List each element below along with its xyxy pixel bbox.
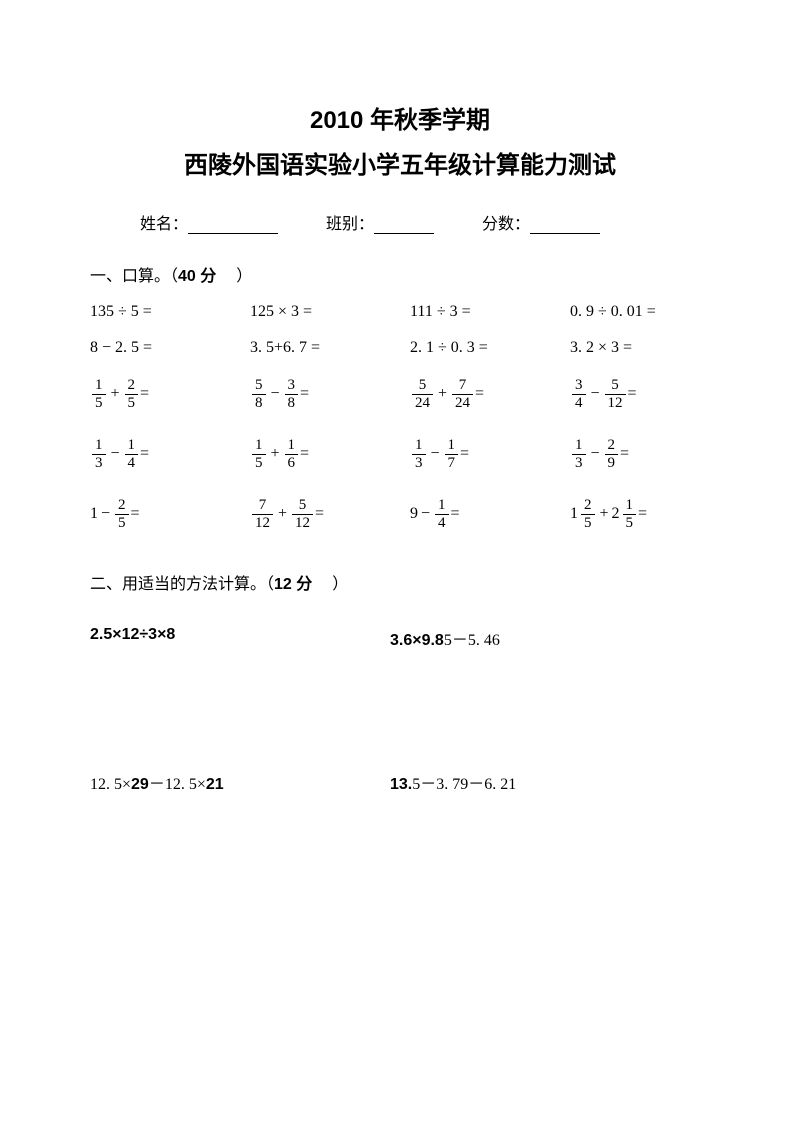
problem-cell: 8 − 2. 5 = [90, 339, 250, 357]
problem-cell: 34−512 = [570, 378, 710, 411]
section1-points: 40 分 [178, 268, 216, 285]
section2-points: 12 分 [274, 576, 312, 593]
problem-row: 13−14 =15+16 =13−17 =13−29 = [90, 430, 710, 478]
title-line-1: 2010 年秋季学期 [90, 100, 710, 135]
fraction: 58 [252, 378, 266, 411]
fraction: 524 [412, 378, 433, 411]
student-info-line: 姓名： 班别： 分数： [90, 210, 710, 234]
fraction: 14 [435, 498, 449, 531]
section1-suffix: ） [236, 268, 252, 285]
problem-2-3: 12. 5×29－12. 5×21 [90, 770, 390, 794]
fraction: 25 [115, 498, 129, 531]
section2-header: 二、用适当的方法计算。（12 分 ） [90, 570, 710, 594]
name-blank[interactable] [188, 218, 278, 234]
problem-2-4: 13.5－3. 79－6. 21 [390, 770, 516, 794]
problem-cell: 111 ÷ 3 = [410, 303, 570, 321]
p23-l2: －12. 5× [149, 776, 206, 793]
fraction: 512 [605, 378, 626, 411]
fraction: 724 [452, 378, 473, 411]
fraction: 17 [445, 438, 459, 471]
section1-prefix: 一、口算。（ [90, 268, 178, 285]
page: 2010 年秋季学期 西陵外国语实验小学五年级计算能力测试 姓名： 班别： 分数… [0, 0, 800, 794]
section1-problems: 135 ÷ 5 =125 × 3 =111 ÷ 3 =0. 9 ÷ 0. 01 … [90, 298, 710, 538]
problem-cell: 712+512 = [250, 498, 410, 531]
class-blank[interactable] [374, 218, 434, 234]
problem-cell: 135 ÷ 5 = [90, 303, 250, 321]
fraction: 25 [581, 498, 595, 531]
section2-suffix: ） [332, 576, 348, 593]
problem-cell: 15+16 = [250, 438, 410, 471]
mixed-number: 125 [570, 498, 597, 531]
problem-cell: 3. 5+6. 7 = [250, 339, 410, 357]
problem-2-2: 3.6×9.85－5. 46 [390, 626, 500, 650]
problem-cell: 13−17 = [410, 438, 570, 471]
problem-cell: 9 − 14 = [410, 498, 570, 531]
problem-row: 8 − 2. 5 =3. 5+6. 7 =2. 1 ÷ 0. 3 =3. 2 ×… [90, 334, 710, 362]
problem-cell: 0. 9 ÷ 0. 01 = [570, 303, 710, 321]
fraction: 38 [285, 378, 299, 411]
fraction: 15 [623, 498, 637, 531]
mixed-number: 215 [612, 498, 639, 531]
name-label: 姓名： [140, 216, 188, 233]
problem-cell: 58−38 = [250, 378, 410, 411]
problem-row: 135 ÷ 5 =125 × 3 =111 ÷ 3 =0. 9 ÷ 0. 01 … [90, 298, 710, 326]
fraction: 13 [412, 438, 426, 471]
section1-header: 一、口算。（40 分 ） [90, 262, 710, 286]
fraction: 29 [605, 438, 619, 471]
problem-cell: 13−14 = [90, 438, 250, 471]
section2-prefix: 二、用适当的方法计算。（ [90, 576, 274, 593]
p23-b2: 21 [206, 776, 224, 793]
p22-bold: 3.6×9.8 [390, 632, 444, 649]
fraction: 15 [92, 378, 106, 411]
section2-row-1: 2.5×12÷3×8 3.6×9.85－5. 46 [90, 626, 710, 650]
fraction: 34 [572, 378, 586, 411]
p22-light: 5－5. 46 [444, 632, 500, 649]
fraction: 16 [285, 438, 299, 471]
fraction: 13 [92, 438, 106, 471]
problem-cell: 1 − 25 = [90, 498, 250, 531]
class-label: 班别： [326, 216, 374, 233]
problem-cell: 3. 2 × 3 = [570, 339, 710, 357]
fraction: 14 [125, 438, 139, 471]
p23-l1: 12. 5× [90, 776, 131, 793]
p24-light: 5－3. 79－6. 21 [412, 776, 516, 793]
p24-bold: 13. [390, 776, 412, 793]
problem-cell: 125 × 3 = [250, 303, 410, 321]
problem-row: 1 − 25 =712+512 =9 − 14 =125+ 215 = [90, 490, 710, 538]
p21-text: 2.5×12÷3×8 [90, 626, 175, 643]
problem-cell: 524+724 = [410, 378, 570, 411]
fraction: 15 [252, 438, 266, 471]
p23-b1: 29 [131, 776, 149, 793]
problem-cell: 15+25 = [90, 378, 250, 411]
score-label: 分数： [482, 216, 530, 233]
fraction: 13 [572, 438, 586, 471]
score-blank[interactable] [530, 218, 600, 234]
problem-2-1: 2.5×12÷3×8 [90, 626, 390, 650]
fraction: 512 [292, 498, 313, 531]
problem-cell: 13−29 = [570, 438, 710, 471]
problem-cell: 125+ 215 = [570, 498, 710, 531]
section2-row-2: 12. 5×29－12. 5×21 13.5－3. 79－6. 21 [90, 770, 710, 794]
fraction: 712 [252, 498, 273, 531]
fraction: 25 [125, 378, 139, 411]
problem-row: 15+25 =58−38 =524+724 =34−512 = [90, 370, 710, 418]
problem-cell: 2. 1 ÷ 0. 3 = [410, 339, 570, 357]
title-line-2: 西陵外国语实验小学五年级计算能力测试 [90, 145, 710, 180]
